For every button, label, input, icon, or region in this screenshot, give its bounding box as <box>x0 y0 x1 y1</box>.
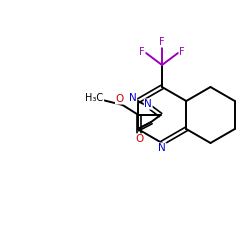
Text: H₃C: H₃C <box>86 93 103 103</box>
Text: N: N <box>129 93 137 103</box>
Text: F: F <box>159 37 165 47</box>
Text: O: O <box>136 134 144 144</box>
Text: N: N <box>144 99 152 109</box>
Text: F: F <box>179 47 185 57</box>
Text: F: F <box>139 47 145 57</box>
Text: O: O <box>116 94 124 104</box>
Text: N: N <box>158 143 166 153</box>
